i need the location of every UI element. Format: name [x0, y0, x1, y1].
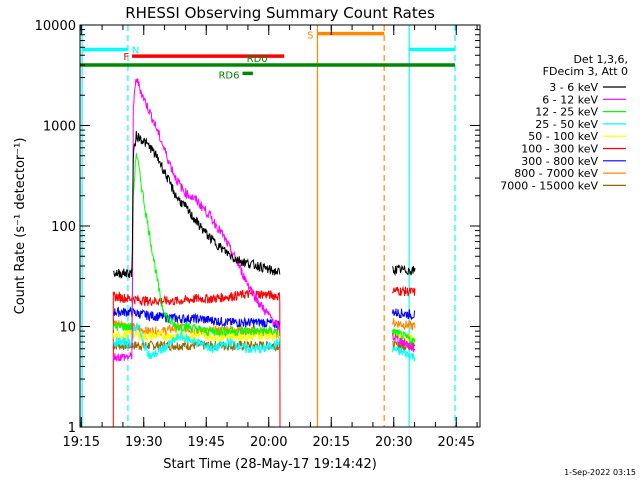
series-line-secondary: [392, 328, 416, 345]
vertical-markers: [81, 25, 456, 427]
legend-entry-label: 800 - 7000 keV: [514, 167, 598, 180]
series-line-secondary: [392, 318, 416, 331]
x-tick-label: 19:45: [188, 435, 225, 450]
series-line-main: [112, 130, 281, 279]
flag-bar-label: F: [123, 52, 129, 63]
legend-entry-label: 50 - 100 keV: [528, 130, 598, 143]
legend-entry-label: 300 - 800 keV: [521, 155, 598, 168]
series-line-main: [112, 78, 281, 362]
x-tick-label: 19:30: [125, 435, 162, 450]
series-line-secondary: [392, 264, 416, 277]
series-line-main: [112, 322, 281, 360]
legend-header: FDecim 3, Att 0: [543, 65, 628, 78]
y-tick-label: 1: [68, 421, 76, 436]
series-line-secondary: [392, 345, 416, 362]
legend-entry-label: 25 - 50 keV: [535, 118, 598, 131]
flag-bar-label: RD6: [218, 70, 239, 81]
y-tick-label: 1000: [43, 120, 76, 135]
x-axis-label: Start Time (28-May-17 19:14:42): [163, 457, 377, 472]
flag-bar-label: RD0: [247, 54, 268, 65]
y-axis-ticks: 1 10 100 1000 10000: [35, 19, 480, 436]
x-tick-label: 19:15: [63, 435, 100, 450]
legend-entry-label: 6 - 12 keV: [542, 93, 598, 106]
footer-date: 1-Sep-2022 03:15: [564, 468, 636, 477]
legend-entry-label: 7000 - 15000 keV: [500, 179, 598, 192]
legend-header: Det 1,3,6,: [573, 53, 628, 66]
flag-bars: NF S RD0 RD6: [80, 31, 455, 81]
legend-entry-label: 100 - 300 keV: [521, 143, 598, 156]
series-line-main: [112, 152, 281, 338]
x-axis-ticks: 19:15 19:30 19:45 20:00 20:15 20:30 20:45: [63, 25, 478, 450]
series-line-secondary: [392, 332, 416, 345]
flag-bar-label: N: [132, 46, 139, 57]
y-axis-label: Count Rate (s⁻¹ detector⁻¹): [13, 138, 28, 315]
x-tick-label: 20:30: [375, 435, 412, 450]
series-line-secondary: [392, 333, 416, 353]
x-tick-label: 20:15: [313, 435, 350, 450]
y-tick-label: 10: [59, 321, 76, 336]
flag-bar-label: S: [307, 31, 313, 42]
legend-entry-label: 12 - 25 keV: [535, 106, 598, 119]
series-line-secondary: [392, 308, 416, 321]
y-tick-label: 100: [51, 220, 76, 235]
x-tick-label: 20:00: [250, 435, 287, 450]
series-line-secondary: [392, 285, 416, 297]
series-line-main: [112, 329, 281, 343]
chart-title: RHESSI Observing Summary Count Rates: [125, 4, 435, 22]
series-line-main: [112, 306, 281, 330]
x-tick-label: 20:45: [438, 435, 475, 450]
series-group: [112, 78, 416, 428]
y-tick-label: 10000: [35, 19, 76, 34]
legend-entry-label: 3 - 6 keV: [549, 81, 598, 94]
series-line-main: [112, 289, 281, 428]
